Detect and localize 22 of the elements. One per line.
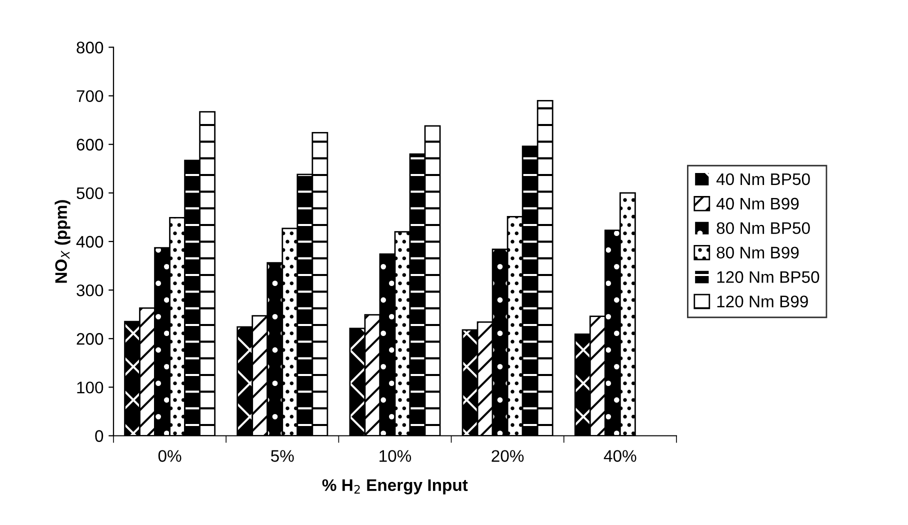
y-tick-label: 100	[77, 382, 104, 394]
legend-label: 120 Nm BP50	[717, 271, 820, 283]
x-tick-label: 40%	[604, 450, 636, 462]
y-tick-label: 700	[76, 90, 104, 102]
legend-label: 80 Nm B99	[716, 246, 799, 258]
y-tick-label: 400	[76, 236, 104, 248]
y-tick-label: 200	[76, 333, 104, 345]
x-tick-label: 0%	[158, 450, 182, 462]
x-tick-label: 10%	[380, 450, 412, 462]
legend-label: 40 Nm B99	[716, 198, 799, 210]
y-tick-label: 500	[76, 187, 104, 200]
y-tick-label: 600	[76, 138, 104, 151]
x-axis-title: % H$_{2}$ Energy Input	[322, 479, 468, 494]
y-tick-label: 300	[76, 284, 104, 296]
legend-label: 80 Nm BP50	[716, 222, 810, 234]
y-tick-label: 0	[95, 430, 104, 442]
y-axis-title: NO$_{X}$ (ppm)	[54, 200, 70, 283]
x-tick-label: 5%	[271, 450, 294, 462]
legend-label: 40 Nm BP50	[716, 173, 810, 186]
legend-label: 120 Nm B99	[717, 296, 808, 308]
x-tick-label: 20%	[492, 450, 524, 462]
y-tick-label: 800	[76, 42, 104, 54]
